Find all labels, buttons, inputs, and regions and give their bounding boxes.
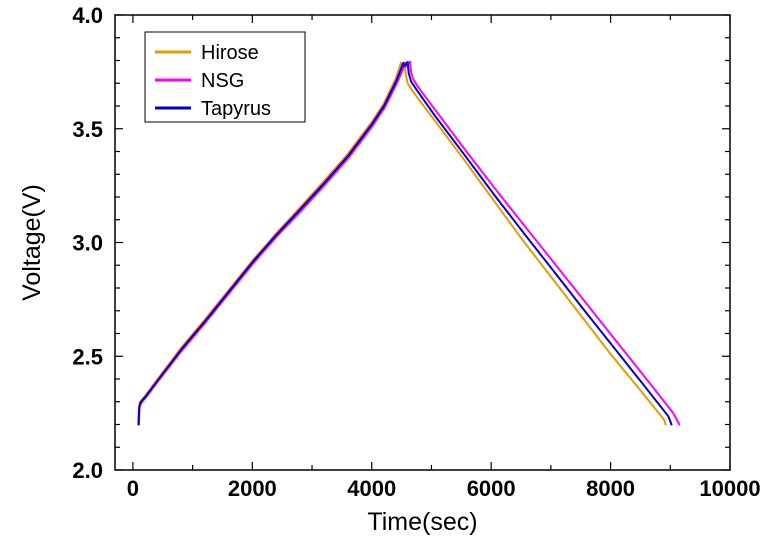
chart-container: 0 2000 4000 6000 8000 10000 2.0 2.5 3.0 3.5 4.0 Tim… [0,0,771,549]
x-axis-label: Time(sec) [367,508,477,536]
legend-label-nsg: NSG [201,70,244,92]
x-tick-label: 4000 [347,476,396,501]
voltage-time-chart: 0 2000 4000 6000 8000 10000 2.0 2.5 3.0 3.5 4.0 Tim… [0,0,771,549]
y-tick-label: 3.0 [72,231,103,256]
x-tick-label: 6000 [467,476,516,501]
y-axis-label: Voltage(V) [18,184,46,301]
legend-label-tapyrus: Tapyrus [201,98,271,120]
x-tick-label: 10000 [699,476,760,501]
x-tick-label: 0 [127,476,139,501]
y-tick-label: 2.5 [72,344,103,369]
x-tick-label: 2000 [228,476,277,501]
y-tick-label: 4.0 [72,3,103,28]
legend-label-hirose: Hirose [201,42,259,64]
y-tick-label: 3.5 [72,117,103,142]
legend: Hirose NSG Tapyrus [145,32,305,122]
x-tick-label: 8000 [586,476,635,501]
y-tick-label: 2.0 [72,458,103,483]
